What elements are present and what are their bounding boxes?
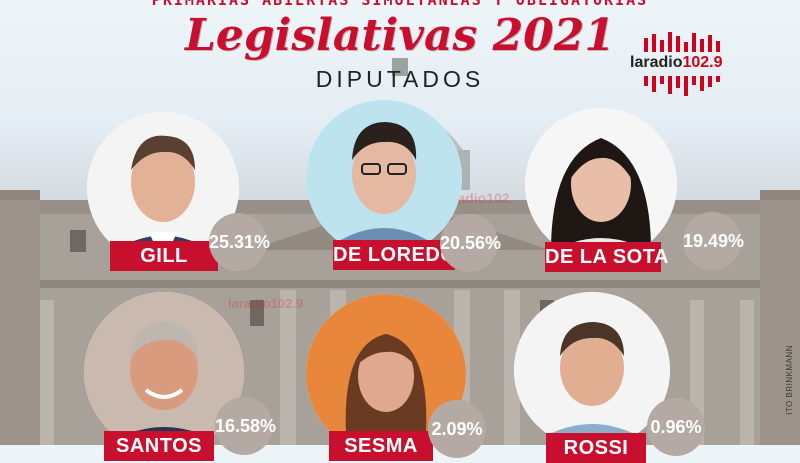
candidate-name: ROSSI [546, 433, 646, 463]
candidate-percentage: 2.09% [428, 400, 486, 458]
page-title: Legislativas 2021 [184, 10, 616, 61]
candidate-name: SESMA [329, 431, 433, 461]
candidate-name: DE LA SOTA [545, 242, 668, 272]
candidate-name: GILL [110, 241, 218, 271]
radio-logo-prefix: laradio [630, 54, 683, 71]
radio-logo: laradio102.9 [630, 30, 740, 100]
candidate-photo [306, 100, 462, 256]
candidate-percentage: 25.31% [209, 213, 270, 271]
radio-logo-number: 102.9 [682, 54, 723, 71]
page-subtitle: DIPUTADOS [315, 66, 485, 92]
candidate-name: SANTOS [104, 431, 214, 461]
candidate-percentage: 0.96% [647, 398, 705, 456]
candidate-name: DE LOREDO [333, 240, 456, 270]
candidate-percentage: 16.58% [215, 397, 276, 455]
candidate-percentage: 20.56% [440, 214, 501, 272]
candidate-photo [525, 108, 677, 260]
equalizer-icon [644, 32, 720, 96]
candidate-percentage: 19.49% [683, 212, 744, 270]
radio-watermark: radio102. [452, 190, 514, 206]
radio-watermark: laradio102.9 [228, 296, 304, 311]
radio-logo-text: laradio102.9 [630, 54, 723, 72]
election-supertitle: PRIMARIAS ABIERTAS SIMULTANEAS Y OBLIGAT… [151, 0, 649, 9]
photo-credit: ITO BRINKMANN [785, 345, 794, 415]
candidate-photo [514, 292, 670, 448]
